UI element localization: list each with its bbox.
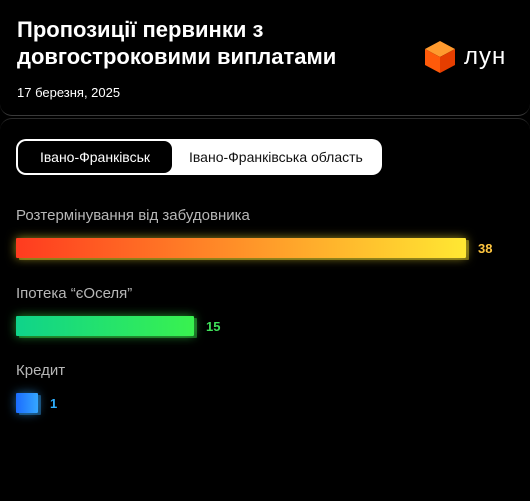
category-label: Іпотека “єОселя”	[16, 285, 133, 302]
value-label: 1	[50, 396, 58, 411]
logo-text: лун	[464, 43, 507, 70]
bar	[16, 238, 466, 258]
logo: лун	[424, 40, 506, 74]
header: Пропозиції первинки з довгостроковими ви…	[0, 0, 530, 116]
value-label: 38	[478, 241, 493, 256]
category-label: Кредит	[16, 362, 66, 379]
bar	[16, 316, 194, 336]
page-title: Пропозиції первинки з довгостроковими ви…	[17, 17, 337, 69]
category-label: Розтермінування від забудовника	[16, 207, 250, 224]
bar	[16, 393, 38, 413]
tab-region[interactable]: Івано-Франківська область	[189, 149, 363, 165]
chart-panel: Івано-Франківськ Івано-Франківська облас…	[0, 118, 530, 501]
location-tabs: Івано-Франківськ Івано-Франківська облас…	[16, 139, 382, 175]
value-label: 15	[206, 319, 221, 334]
date-label: 17 березня, 2025	[17, 85, 121, 100]
cube-icon	[425, 41, 455, 73]
tab-city[interactable]: Івано-Франківськ	[18, 141, 172, 173]
